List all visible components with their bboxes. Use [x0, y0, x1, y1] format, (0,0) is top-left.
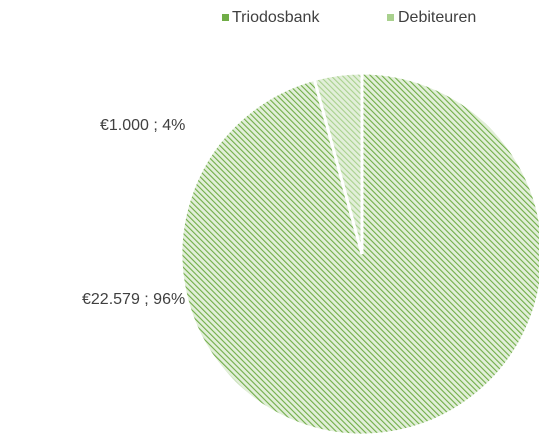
legend-label: Debiteuren [398, 9, 476, 26]
legend-swatch [387, 14, 394, 21]
legend-label: Triodosbank [232, 9, 320, 26]
data-label: €22.579 ; 96% [82, 291, 185, 308]
pie-slice [179, 71, 539, 434]
pie-slice [312, 71, 364, 255]
legend-swatch [222, 14, 229, 21]
data-label: €1.000 ; 4% [100, 117, 185, 134]
